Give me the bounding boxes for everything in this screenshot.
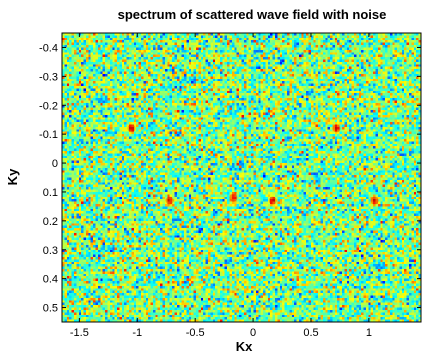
- x-axis-label: Kx: [236, 339, 253, 354]
- x-axis: -1.5 -1 -0.5 0 0.5 1: [70, 33, 372, 339]
- chart-title: spectrum of scattered wave field with no…: [118, 7, 387, 22]
- peak-4: [229, 193, 238, 202]
- y-tick-label: 0.5: [43, 303, 58, 315]
- heatmap: [62, 33, 421, 322]
- y-tick-label: 0.2: [43, 216, 58, 228]
- plot-frame: [61, 32, 422, 323]
- y-axis-label: Ky: [5, 168, 20, 185]
- y-tick-label: -0.4: [39, 42, 58, 54]
- x-tick-label: -1.5: [70, 327, 89, 339]
- x-tick-label: 0: [250, 327, 256, 339]
- peak-6: [370, 196, 379, 205]
- x-tick-label: -0.5: [186, 327, 205, 339]
- y-tick-label: -0.2: [39, 100, 58, 112]
- x-tick-label: 0.5: [303, 327, 318, 339]
- y-tick-label: 0: [52, 158, 58, 170]
- peak-5: [268, 196, 277, 205]
- peak-2: [332, 124, 341, 133]
- y-tick-label: 0.3: [43, 245, 58, 257]
- y-tick-label: -0.1: [39, 129, 58, 141]
- y-tick-label: 0.4: [43, 274, 58, 286]
- peak-1: [127, 124, 136, 133]
- heatmap-image: [62, 33, 421, 322]
- y-tick-label: 0.1: [43, 187, 58, 199]
- peaks-layer: [127, 124, 379, 205]
- x-tick-label: 1: [366, 327, 372, 339]
- x-tick-label: -1: [132, 327, 142, 339]
- y-tick-label: -0.3: [39, 71, 58, 83]
- y-axis: -0.4 -0.3 -0.2 -0.1 0 0.1 0.2 0.3 0.4 0.5: [39, 42, 421, 315]
- peak-3: [165, 196, 174, 205]
